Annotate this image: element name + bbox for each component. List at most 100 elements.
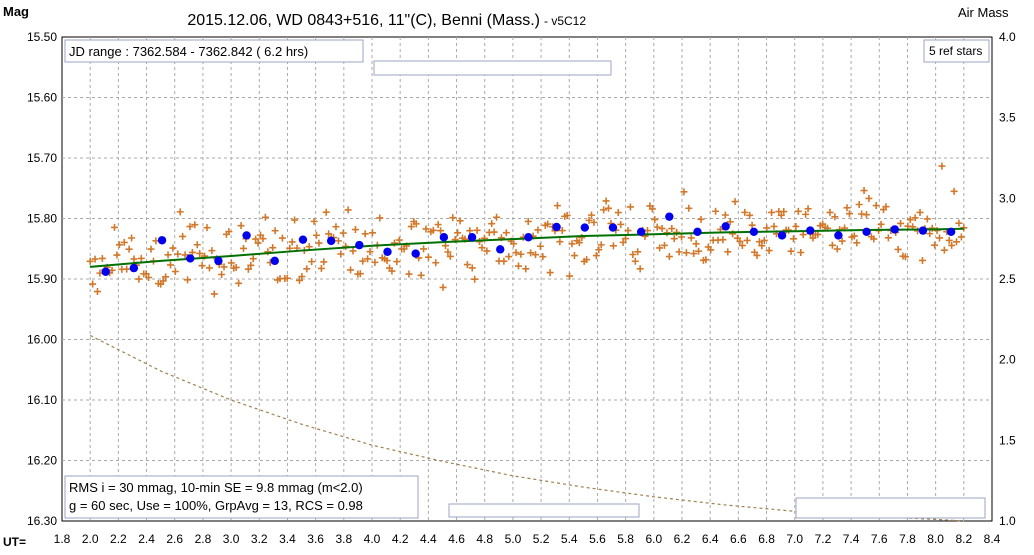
empty-bottom-right-box — [795, 497, 986, 519]
raw-point — [777, 211, 785, 219]
raw-point — [315, 239, 323, 247]
x-tick-label: 2.8 — [195, 532, 212, 546]
raw-point — [291, 216, 299, 224]
raw-point — [193, 241, 201, 249]
raw-point — [948, 241, 956, 249]
x-tick-label: 7.0 — [786, 532, 803, 546]
x-tick-label: 5.8 — [617, 532, 634, 546]
raw-point — [232, 263, 240, 271]
raw-point — [514, 262, 522, 270]
raw-point — [760, 236, 768, 244]
raw-point — [349, 247, 357, 255]
x-tick-label: 6.4 — [702, 532, 719, 546]
x-tick-label: 2.0 — [82, 532, 99, 546]
raw-point — [128, 234, 136, 242]
raw-point — [186, 223, 194, 231]
raw-point — [653, 223, 661, 231]
raw-point — [130, 255, 138, 263]
y-tick-label: 16.30 — [27, 514, 57, 528]
raw-point — [685, 204, 693, 212]
raw-point — [605, 204, 613, 212]
raw-point — [663, 229, 671, 237]
raw-point — [111, 223, 119, 231]
raw-point — [692, 240, 700, 248]
raw-point — [220, 263, 228, 271]
raw-point — [437, 227, 445, 235]
raw-point — [673, 228, 681, 236]
raw-point — [176, 208, 184, 216]
raw-point — [833, 245, 841, 253]
raw-point — [960, 224, 968, 232]
raw-point — [609, 242, 617, 250]
raw-point — [407, 223, 415, 231]
raw-point — [595, 246, 603, 254]
raw-point — [145, 274, 153, 282]
ref-stars-text: 5 ref stars — [929, 44, 982, 58]
group-average-point — [383, 247, 392, 256]
raw-point — [553, 202, 561, 210]
raw-point — [123, 265, 131, 273]
x-tick-label: 6.8 — [758, 532, 775, 546]
y2-tick-label: 1.5 — [999, 433, 1016, 447]
raw-point — [125, 245, 133, 253]
x-tick-label: 4.8 — [476, 532, 493, 546]
raw-point — [393, 258, 401, 266]
y-tick-label: 15.70 — [27, 151, 57, 165]
raw-point — [566, 272, 574, 280]
raw-point — [278, 234, 286, 242]
raw-point — [746, 211, 754, 219]
raw-point — [317, 264, 325, 272]
raw-point — [305, 243, 313, 251]
raw-point — [181, 251, 189, 259]
raw-point — [763, 224, 771, 232]
raw-point — [583, 256, 591, 264]
raw-point — [568, 240, 576, 248]
raw-point — [933, 226, 941, 234]
raw-point — [901, 253, 909, 261]
x-tick-label: 4.2 — [392, 532, 409, 546]
raw-point — [884, 234, 892, 242]
raw-point — [563, 211, 571, 219]
raw-point — [741, 208, 749, 216]
raw-point — [770, 222, 778, 230]
raw-point — [768, 208, 776, 216]
raw-point — [249, 255, 257, 263]
raw-point — [911, 214, 919, 222]
raw-point — [702, 256, 710, 264]
group-average-point — [580, 223, 589, 232]
stats-box — [64, 475, 419, 519]
x-tick-label: 5.2 — [533, 532, 550, 546]
raw-point — [449, 214, 457, 222]
raw-point — [539, 253, 547, 261]
x-tick-label: 3.4 — [279, 532, 296, 546]
y-tick-label: 15.90 — [27, 272, 57, 286]
chart-title: 2015.12.06, WD 0843+516, 11"(C), Benni (… — [187, 12, 540, 29]
raw-point — [626, 203, 634, 211]
raw-point — [356, 270, 364, 278]
group-average-point — [242, 231, 251, 240]
raw-point — [853, 239, 861, 247]
raw-point — [500, 257, 508, 265]
raw-point — [120, 238, 128, 246]
raw-point — [731, 198, 739, 206]
raw-point — [906, 216, 914, 224]
raw-point — [619, 238, 627, 246]
raw-point — [843, 204, 851, 212]
raw-point — [957, 233, 965, 241]
x-tick-label: 8.4 — [984, 532, 1001, 546]
raw-point — [98, 254, 106, 262]
raw-point — [364, 255, 372, 263]
raw-point — [656, 244, 664, 252]
raw-point — [546, 269, 554, 277]
raw-point — [585, 216, 593, 224]
group-average-point — [101, 267, 110, 276]
raw-point — [831, 213, 839, 221]
raw-point — [313, 231, 320, 239]
raw-point — [135, 275, 143, 283]
raw-point — [239, 244, 247, 252]
raw-point — [261, 213, 269, 221]
raw-point — [802, 210, 810, 218]
raw-point — [838, 237, 846, 245]
raw-point — [344, 206, 352, 214]
raw-point — [721, 211, 729, 219]
